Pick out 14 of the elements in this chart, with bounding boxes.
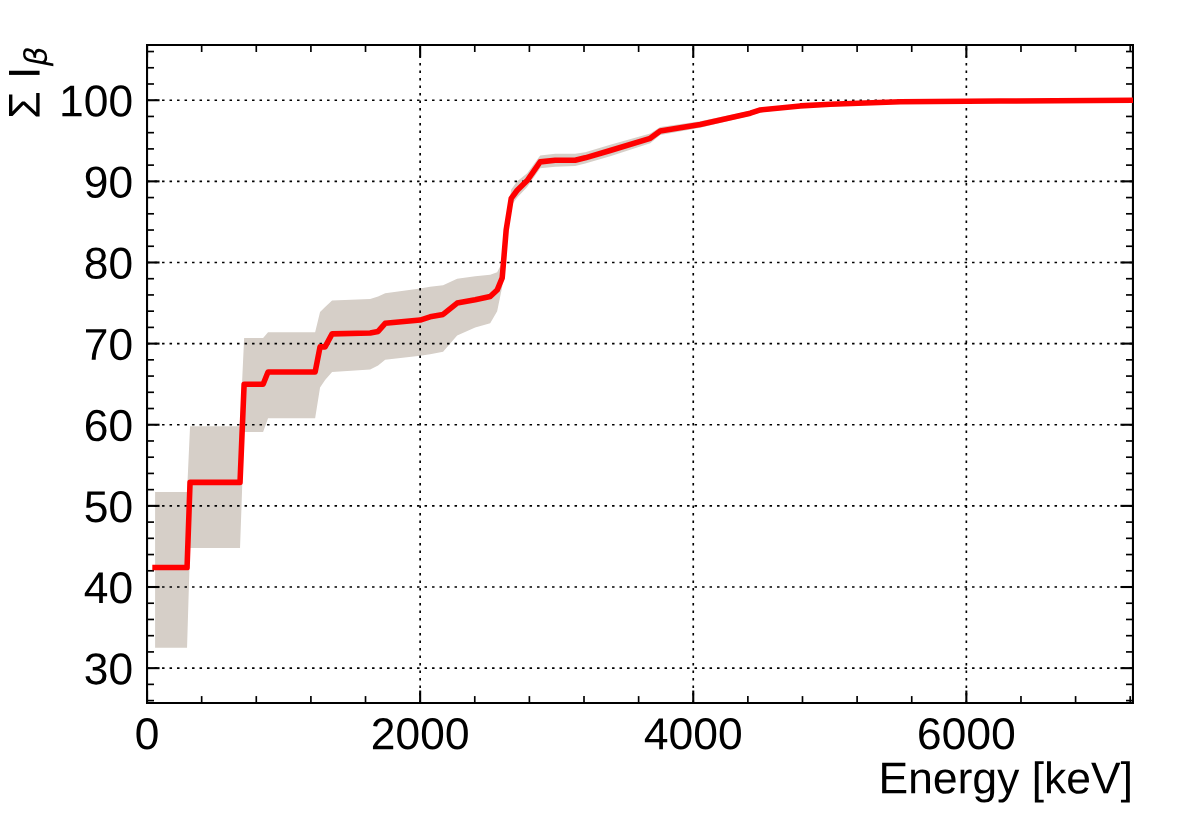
x-tick-label: 0	[136, 718, 158, 750]
y-tick-label: 40	[84, 572, 132, 604]
y-axis-title: Σ I$_{β}$	[9, 48, 54, 117]
y-tick-label: 80	[85, 247, 132, 280]
y-tick-label: 60	[85, 409, 132, 442]
y-tick-label: 100	[62, 85, 132, 117]
y-tick-label: 70	[86, 328, 132, 361]
y-tick-label: 30	[85, 653, 132, 685]
x-tick-label: 4000	[644, 718, 741, 750]
y-tick-label: 90	[85, 166, 132, 198]
x-axis-title: Energy [keV]	[882, 761, 1130, 803]
x-tick-label: 2000	[372, 718, 468, 750]
x-tick-label: 6000	[919, 718, 1015, 750]
y-tick-label: 50	[85, 490, 132, 523]
